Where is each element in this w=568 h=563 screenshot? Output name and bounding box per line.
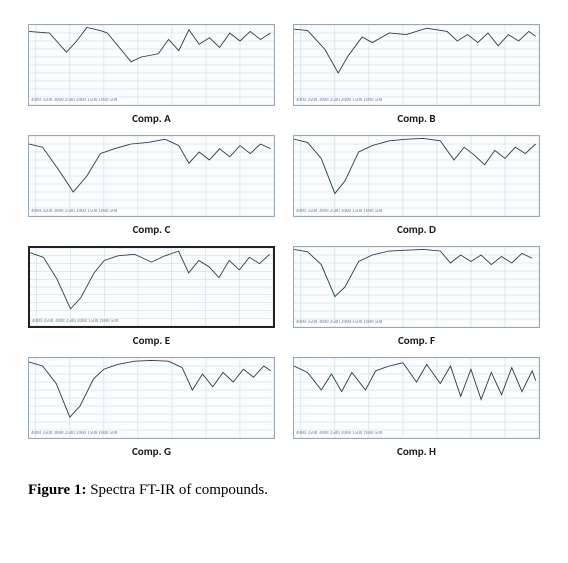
xaxis-ticks: 4000 3500 3000 2500 2000 1500 1000 500 <box>31 98 117 103</box>
spectrum-canvas-B: 4000 3500 3000 2500 2000 1500 1000 500 <box>293 24 540 106</box>
panel-C: 4000 3500 3000 2500 2000 1500 1000 500 Co… <box>28 135 275 242</box>
spectrum-canvas-A: 4000 3500 3000 2500 2000 1500 1000 500 <box>28 24 275 106</box>
panel-B: 4000 3500 3000 2500 2000 1500 1000 500 Co… <box>293 24 540 131</box>
spectrum-canvas-H: 4000 3500 3000 2500 2000 1500 1000 500 <box>293 357 540 439</box>
xaxis-ticks: 4000 3500 3000 2500 2000 1500 1000 500 <box>296 431 382 436</box>
spectrum-trace-E <box>30 251 270 309</box>
spectrum-canvas-F: 4000 3500 3000 2500 2000 1500 1000 500 <box>293 246 540 328</box>
panel-F: 4000 3500 3000 2500 2000 1500 1000 500 Co… <box>293 246 540 353</box>
panel-A: 4000 3500 3000 2500 2000 1500 1000 500 Co… <box>28 24 275 131</box>
spectrum-trace-G <box>29 360 271 417</box>
spectrum-trace-D <box>294 138 536 193</box>
spectrum-canvas-C: 4000 3500 3000 2500 2000 1500 1000 500 <box>28 135 275 217</box>
xaxis-ticks: 4000 3500 3000 2500 2000 1500 1000 500 <box>296 209 382 214</box>
spectrum-trace-B <box>294 28 536 73</box>
panel-label-B: Comp. B <box>397 112 435 125</box>
spectrum-canvas-G: 4000 3500 3000 2500 2000 1500 1000 500 <box>28 357 275 439</box>
panel-label-G: Comp. G <box>132 445 171 458</box>
panel-label-C: Comp. C <box>133 223 171 236</box>
panel-G: 4000 3500 3000 2500 2000 1500 1000 500 Co… <box>28 357 275 464</box>
xaxis-ticks: 4000 3500 3000 2500 2000 1500 1000 500 <box>296 98 382 103</box>
panel-label-F: Comp. F <box>398 334 435 347</box>
panel-label-E: Comp. E <box>133 334 170 347</box>
panel-E: 4000 3500 3000 2500 2000 1500 1000 500 Co… <box>28 246 275 353</box>
caption-label: Figure 1: <box>28 482 86 498</box>
spectrum-canvas-E: 4000 3500 3000 2500 2000 1500 1000 500 <box>28 246 275 328</box>
caption-text: Spectra FT-IR of compounds. <box>90 482 268 498</box>
panel-D: 4000 3500 3000 2500 2000 1500 1000 500 Co… <box>293 135 540 242</box>
panel-label-D: Comp. D <box>397 223 436 236</box>
spectra-grid: 4000 3500 3000 2500 2000 1500 1000 500 Co… <box>28 24 540 464</box>
panel-label-A: Comp. A <box>132 112 171 125</box>
spectrum-trace-H <box>294 363 536 400</box>
spectrum-trace-F <box>294 249 532 296</box>
xaxis-ticks: 4000 3500 3000 2500 2000 1500 1000 500 <box>296 320 382 325</box>
panel-H: 4000 3500 3000 2500 2000 1500 1000 500 Co… <box>293 357 540 464</box>
xaxis-ticks: 4000 3500 3000 2500 2000 1500 1000 500 <box>31 431 117 436</box>
spectrum-canvas-D: 4000 3500 3000 2500 2000 1500 1000 500 <box>293 135 540 217</box>
xaxis-ticks: 4000 3500 3000 2500 2000 1500 1000 500 <box>32 319 118 324</box>
xaxis-ticks: 4000 3500 3000 2500 2000 1500 1000 500 <box>31 209 117 214</box>
spectrum-trace-A <box>29 27 271 61</box>
panel-label-H: Comp. H <box>397 445 436 458</box>
figure-caption: Figure 1: Spectra FT-IR of compounds. <box>28 482 540 499</box>
